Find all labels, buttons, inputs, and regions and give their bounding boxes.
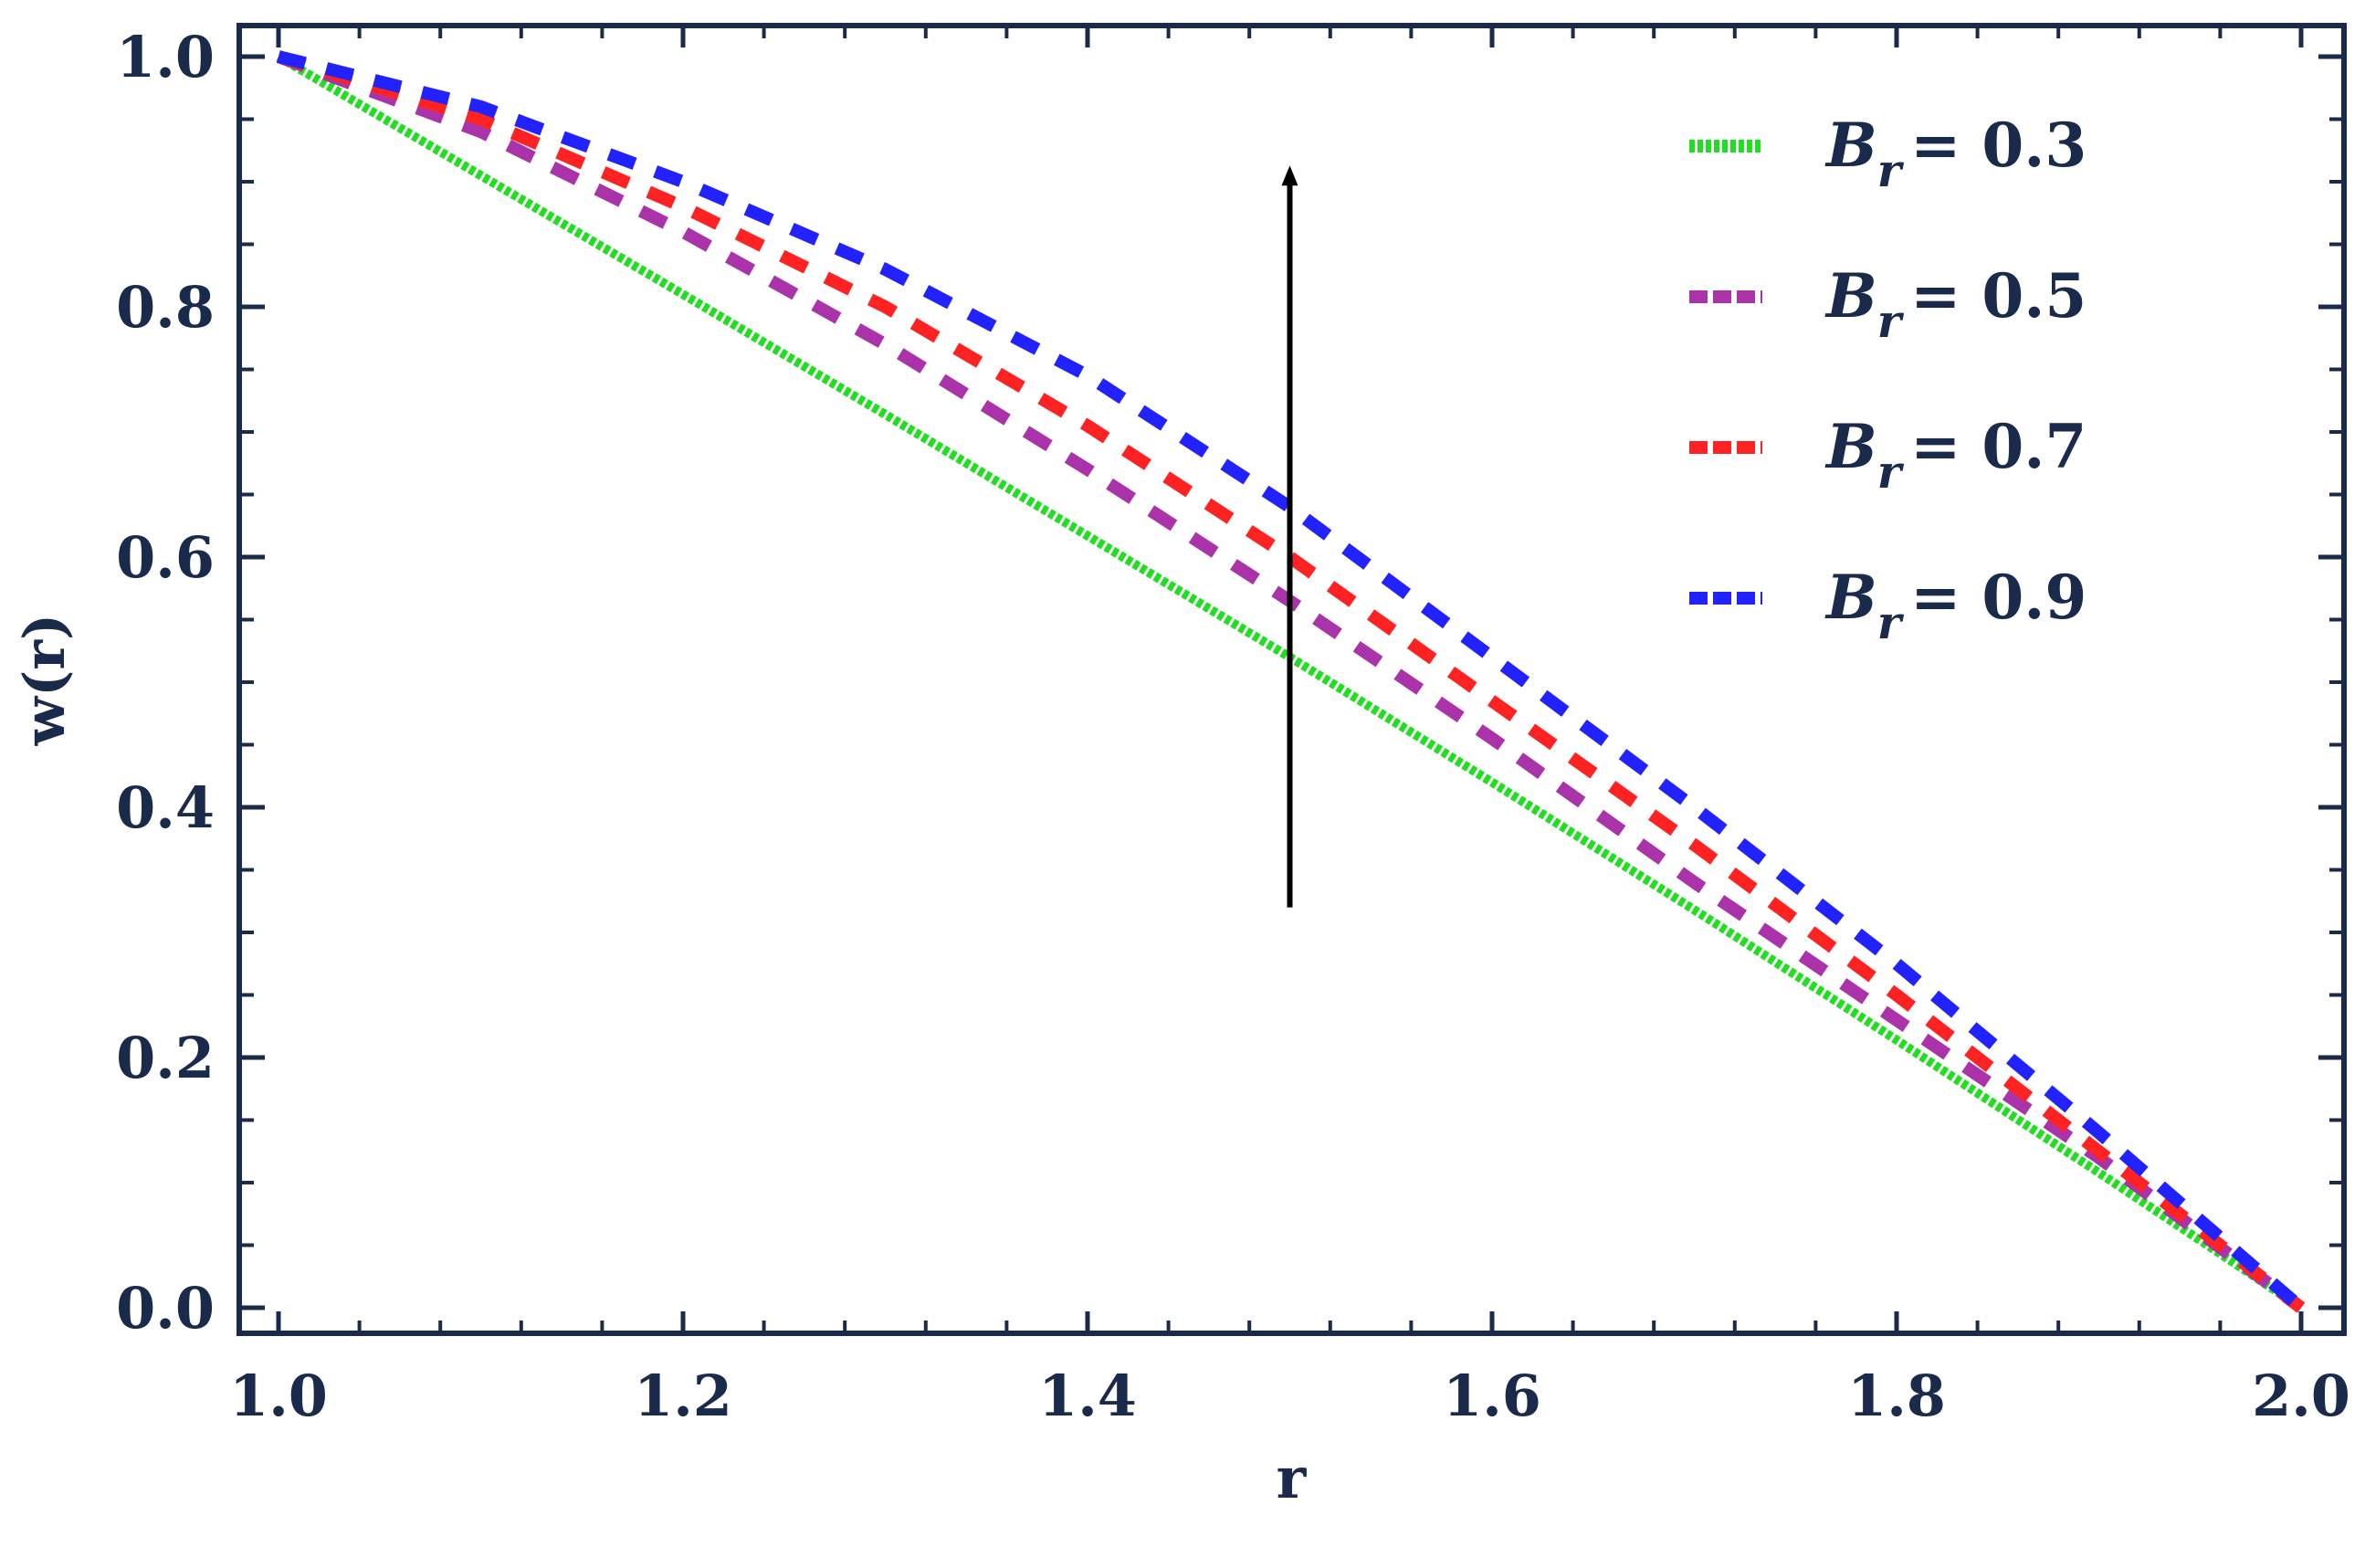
legend-subscript: r (1877, 595, 1905, 649)
legend-subscript: r (1877, 445, 1905, 499)
legend-symbol: B (1824, 110, 1877, 181)
legend-label-3: Br = 0.9 (1824, 562, 2086, 649)
legend-symbol: B (1824, 260, 1877, 331)
legend-symbol: B (1824, 562, 1877, 633)
series-line-3 (277, 50, 2306, 1313)
legend-value: = 0.5 (1910, 260, 2086, 331)
legend-subscript: r (1877, 294, 1905, 348)
legend-value: = 0.3 (1910, 110, 2086, 181)
y-tick-label: 0.0 (116, 1275, 215, 1342)
legend-label-0: Br = 0.3 (1824, 110, 2086, 197)
legend-label-2: Br = 0.7 (1824, 411, 2086, 499)
x-tick-label: 1.0 (229, 1363, 328, 1429)
annotation-layer (1281, 165, 1298, 908)
x-tick-label: 1.8 (1847, 1363, 1946, 1429)
y-axis-ticks: 0.0 0.2 0.4 0.6 0.8 1.0 (116, 24, 2344, 1342)
legend: Br = 0.3Br = 0.5Br = 0.7Br = 0.9 (1689, 110, 2086, 649)
x-axis-label: r (1277, 1445, 1308, 1511)
x-tick-label: 1.4 (1038, 1363, 1137, 1429)
trend-arrow-head (1281, 165, 1298, 186)
legend-symbol: B (1824, 411, 1877, 482)
legend-value: = 0.9 (1910, 562, 2086, 633)
x-tick-label: 1.6 (1443, 1363, 1541, 1429)
legend-subscript: r (1877, 143, 1905, 197)
y-tick-label: 0.8 (116, 274, 215, 341)
y-tick-label: 1.0 (116, 24, 215, 90)
y-axis-label: w(r) (11, 614, 78, 747)
y-tick-label: 0.2 (116, 1025, 215, 1091)
legend-value: = 0.7 (1910, 411, 2086, 482)
y-tick-label: 0.6 (116, 524, 215, 591)
x-axis-ticks: 1.0 1.2 1.4 1.6 1.8 2.0 (229, 26, 2350, 1429)
y-tick-label: 0.4 (116, 774, 215, 841)
x-tick-label: 2.0 (2252, 1363, 2350, 1429)
series-line-2 (276, 50, 2306, 1313)
legend-label-1: Br = 0.5 (1824, 260, 2086, 348)
plot-frame (236, 23, 2347, 1336)
x-tick-label: 1.2 (634, 1363, 732, 1429)
